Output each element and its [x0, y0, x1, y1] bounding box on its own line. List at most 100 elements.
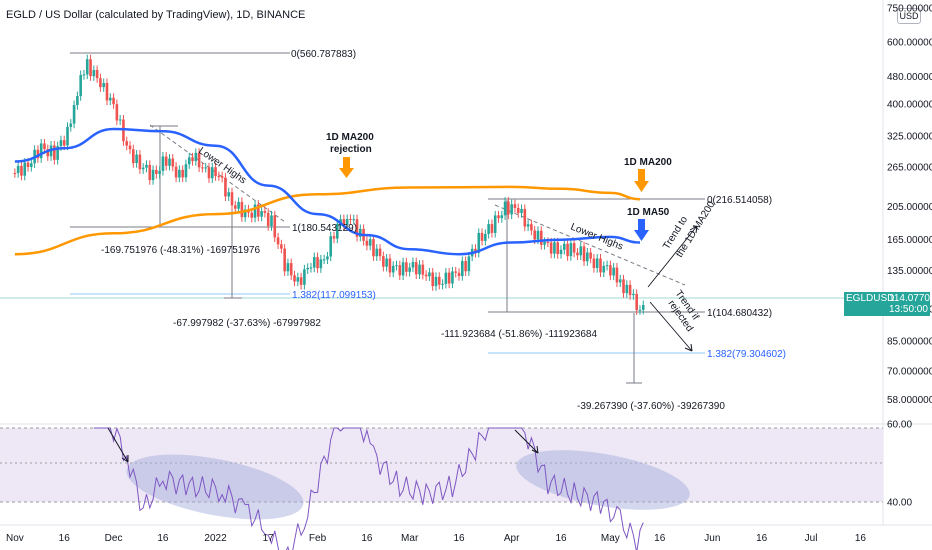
trend-projection-down [649, 301, 693, 352]
candle-body [184, 164, 188, 178]
candle-body [411, 262, 415, 268]
candle-body [266, 212, 270, 227]
candle-body [641, 305, 645, 310]
candle-body [405, 262, 408, 272]
rsi-axis[interactable]: 60.00 40.00 [887, 420, 912, 509]
price-tag-value: 114.077038 [889, 293, 932, 304]
candle-body [13, 173, 17, 175]
candle-body [414, 262, 418, 275]
candle-body [431, 272, 434, 287]
candle-body [204, 167, 207, 169]
candle-body [69, 123, 73, 127]
candle-body [53, 145, 56, 160]
candle-body [164, 156, 168, 166]
candle-body [612, 267, 615, 276]
candle-body [82, 74, 86, 76]
time-axis[interactable]: Nov 16 Dec 16 2022 17 Feb 16 Mar 16 Apr 16 May 16 Jun 1… [6, 533, 866, 544]
candle-body [194, 152, 198, 162]
candle-body [260, 211, 263, 217]
rsi-arrow-1 [107, 427, 129, 463]
price-tag-countdown: 13:50:00 [889, 304, 928, 315]
candle-body [638, 309, 642, 311]
candle-body [444, 272, 448, 284]
candle-body [576, 252, 579, 256]
fib-label-ext-right: 1.382(79.304602) [707, 349, 786, 360]
candle-body [622, 279, 625, 294]
time-axis-label: Jul [805, 533, 818, 544]
time-axis-label: Mar [401, 533, 419, 544]
candle-body [625, 284, 629, 294]
candle-body [342, 219, 346, 225]
candle-body [155, 169, 158, 174]
candle-body [388, 258, 392, 273]
candle-body [539, 230, 543, 245]
candle-body [628, 284, 632, 296]
candle-body [224, 177, 227, 197]
candle-body [428, 272, 431, 277]
price-axis-label: 70.000000 [887, 366, 932, 377]
candle-body [76, 96, 79, 106]
rsi-arrow-2-head [531, 445, 539, 454]
price-axis-label: 205.000000 [887, 202, 932, 213]
price-axis-label: 400.000000 [887, 100, 932, 111]
candle-body [62, 140, 66, 146]
candle-body [332, 236, 336, 239]
candle-body [553, 242, 556, 254]
candle-body [549, 242, 553, 254]
candle-body [286, 263, 290, 272]
time-axis-label: Dec [105, 533, 123, 544]
candle-body [132, 149, 135, 164]
price-axis[interactable]: 750.000000 600.000000 480.000000 400.000000… [887, 4, 932, 407]
ma200-arrow-icon [634, 169, 649, 192]
candle-body [217, 176, 221, 178]
candle-body [408, 267, 411, 272]
candle-body [418, 264, 421, 275]
candle-body [474, 248, 477, 253]
candle-body [359, 228, 362, 237]
candle-body [326, 256, 329, 260]
candle-body [513, 204, 517, 208]
fib-label-mid-right: 1(104.680432) [707, 308, 772, 319]
candle-body [171, 158, 175, 167]
candle-body [609, 265, 612, 276]
candle-body [467, 256, 471, 272]
candle-body [352, 219, 356, 221]
candle-body [635, 293, 638, 311]
candle-body [451, 271, 454, 284]
candle-body [563, 243, 566, 250]
candle-body [145, 164, 148, 168]
candle-body [464, 261, 467, 272]
time-axis-label: 16 [361, 533, 373, 544]
candle-body [424, 274, 428, 277]
currency-badge[interactable]: USD [897, 8, 921, 24]
candle-body [319, 259, 323, 269]
candle-body [309, 267, 313, 269]
candle-body [530, 224, 533, 231]
time-axis-label: 16 [756, 533, 768, 544]
candle-body [296, 277, 300, 282]
candle-body [59, 140, 63, 147]
candle-body [339, 219, 342, 224]
candle-body [395, 265, 398, 267]
candle-body [16, 165, 20, 174]
range-label-3: -111.923684 (-51.86%) -111923684 [441, 329, 597, 340]
candle-body [375, 248, 379, 257]
ma200-rejection-arrow-icon [339, 157, 354, 178]
candle-body [365, 240, 369, 246]
time-axis-label: 16 [453, 533, 465, 544]
candle-body [543, 241, 546, 245]
candle-body [484, 233, 487, 241]
fib-label-top-left: 0(560.787883) [291, 49, 356, 60]
candle-body [582, 246, 586, 262]
candle-body [72, 105, 76, 124]
candle-body [507, 201, 510, 215]
candle-body [401, 262, 405, 276]
time-axis-label: Feb [309, 533, 327, 544]
candle-body [36, 149, 40, 159]
trend-projection-down-arrowhead [684, 343, 693, 352]
time-axis-label: 16 [157, 533, 169, 544]
candle-body [243, 209, 247, 218]
candle-body [559, 249, 563, 255]
range-label-4: -39.267390 (-37.60%) -39267390 [577, 401, 725, 412]
